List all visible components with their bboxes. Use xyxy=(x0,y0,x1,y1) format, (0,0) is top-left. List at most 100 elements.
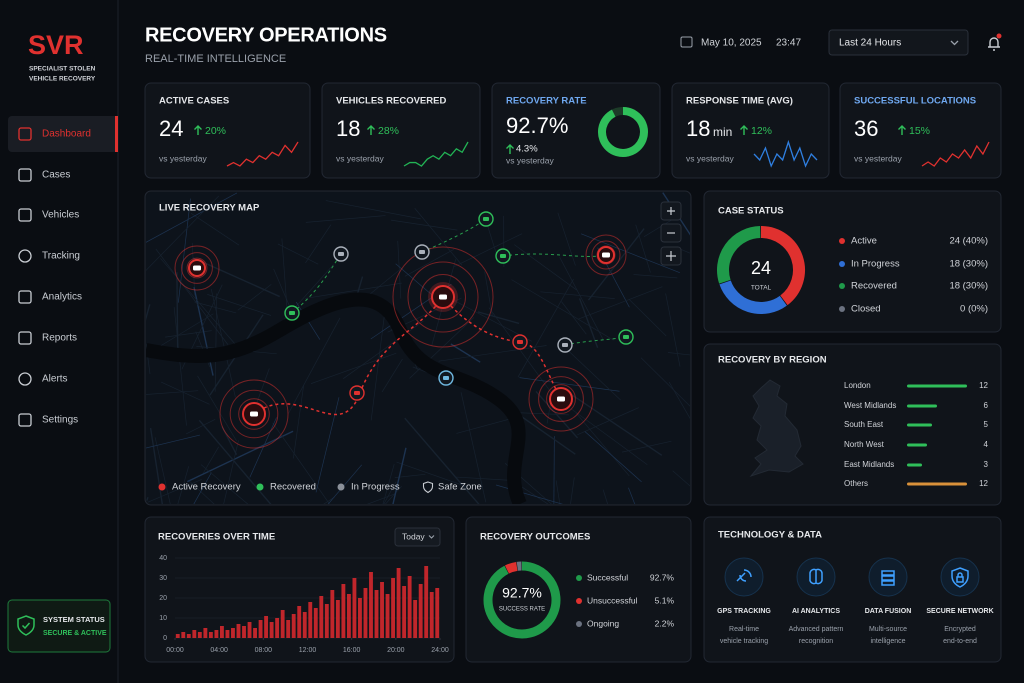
street xyxy=(255,368,270,407)
street xyxy=(488,307,558,401)
street xyxy=(379,447,407,504)
bar xyxy=(330,590,335,638)
bar xyxy=(275,618,280,638)
car-icon xyxy=(338,252,344,256)
status-box xyxy=(7,599,111,653)
street xyxy=(177,198,191,303)
up-arrow xyxy=(740,125,748,135)
car-icon xyxy=(439,294,447,300)
bar xyxy=(297,606,302,638)
legend-value: 5.1% xyxy=(655,595,675,605)
nav-icon[interactable] xyxy=(18,413,32,427)
nav-item[interactable]: Analytics xyxy=(42,292,82,303)
nav-item[interactable]: Settings xyxy=(42,415,78,426)
legend-label: Safe Zone xyxy=(438,482,482,493)
kpi-card xyxy=(321,82,481,179)
street xyxy=(198,419,274,504)
street xyxy=(404,417,483,504)
legend-dot xyxy=(337,483,345,491)
street xyxy=(272,422,338,504)
bar xyxy=(219,626,224,638)
kpi-change: 4.3% xyxy=(516,144,538,155)
street xyxy=(300,464,363,504)
nav-icon[interactable] xyxy=(18,372,32,386)
car-icon xyxy=(557,396,565,402)
nav-item[interactable]: Tracking xyxy=(42,251,80,262)
legend-label: Recovered xyxy=(851,281,897,292)
range-select[interactable] xyxy=(828,29,969,56)
region-bar xyxy=(907,384,967,388)
street xyxy=(146,313,214,365)
street xyxy=(514,481,597,504)
bar xyxy=(214,630,219,638)
region-value: 4 xyxy=(984,440,989,449)
car-icon xyxy=(602,252,610,258)
date: May 10, 2025 xyxy=(701,38,762,49)
nav-item[interactable]: Dashboard xyxy=(42,129,91,140)
bar xyxy=(186,634,191,638)
bar xyxy=(247,622,252,638)
street xyxy=(315,397,340,493)
region-value: 6 xyxy=(984,401,989,410)
nav-icon[interactable] xyxy=(18,249,32,263)
panel-title: TECHNOLOGY & DATA xyxy=(718,530,822,541)
nav-icon[interactable] xyxy=(18,127,32,141)
x-tick-label: 20:00 xyxy=(387,647,405,654)
nav-icon[interactable] xyxy=(18,168,32,182)
street xyxy=(635,224,651,273)
bell-icon[interactable] xyxy=(988,37,1000,51)
street xyxy=(325,200,421,220)
legend-dot xyxy=(576,621,582,627)
donut-center-value: 92.7% xyxy=(502,585,542,601)
bar xyxy=(253,628,257,638)
bar xyxy=(341,584,346,638)
street xyxy=(519,377,620,392)
nav-active-bar xyxy=(115,116,118,152)
tech-desc: Encrypted xyxy=(944,626,976,633)
nav-item[interactable]: Alerts xyxy=(42,374,68,385)
street xyxy=(456,417,516,434)
alert-ring xyxy=(585,234,627,276)
bar xyxy=(352,578,357,638)
region-bar xyxy=(907,482,967,486)
nav-item[interactable]: Vehicles xyxy=(42,210,79,221)
alert-ring xyxy=(186,257,208,279)
street xyxy=(555,480,574,504)
kpi-note: vs yesterday xyxy=(159,153,207,163)
nav-icon[interactable] xyxy=(18,208,32,222)
kpi-change: 12% xyxy=(751,125,772,137)
bar xyxy=(181,632,186,638)
street xyxy=(570,407,648,466)
nav-icon[interactable] xyxy=(18,331,32,345)
street xyxy=(517,278,574,378)
street xyxy=(169,466,190,504)
street xyxy=(146,192,238,251)
sparkline xyxy=(403,141,469,167)
bar xyxy=(380,582,384,638)
bar xyxy=(319,596,324,638)
legend-dot xyxy=(576,598,582,604)
bar xyxy=(335,600,340,638)
nav-icon[interactable] xyxy=(18,290,32,304)
alert-ring xyxy=(546,384,576,414)
legend-dot xyxy=(839,306,845,312)
car-icon xyxy=(443,376,449,380)
tagline: VEHICLE RECOVERY xyxy=(29,76,96,83)
filter-label[interactable]: Today xyxy=(402,531,425,541)
kpi-card xyxy=(144,82,311,179)
donut-segment xyxy=(504,561,518,574)
bar xyxy=(418,584,423,638)
bar xyxy=(203,628,208,638)
filter-select[interactable] xyxy=(394,527,441,547)
street xyxy=(197,375,237,442)
range-label[interactable]: Last 24 Hours xyxy=(839,38,901,49)
street xyxy=(390,219,458,231)
x-tick-label: 24:00 xyxy=(431,647,449,654)
legend-shield xyxy=(422,481,434,494)
nav-item[interactable]: Reports xyxy=(42,333,77,344)
street xyxy=(516,412,569,416)
tech-title: GPS TRACKING xyxy=(717,608,771,615)
nav-item[interactable]: Cases xyxy=(42,170,70,181)
street xyxy=(456,476,514,481)
kpi-label: RECOVERY RATE xyxy=(506,96,587,107)
